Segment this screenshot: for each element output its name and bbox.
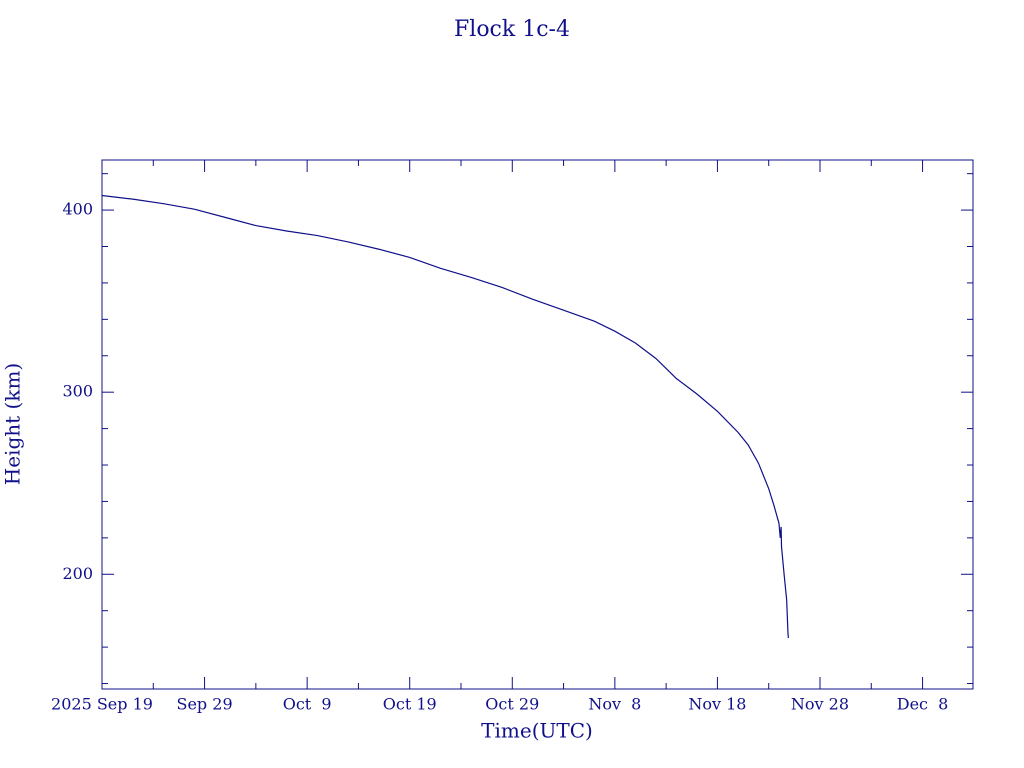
x-tick-label: Nov 8 — [588, 695, 641, 714]
x-axis-label: Time(UTC) — [481, 719, 593, 743]
x-tick-label: Oct 29 — [485, 695, 539, 714]
chart-title: Flock 1c-4 — [454, 17, 570, 42]
x-tick-label: Nov 28 — [791, 695, 849, 714]
y-tick-label: 400 — [62, 200, 93, 219]
x-tick-label: Sep 29 — [177, 695, 233, 714]
y-axis-label: Height (km) — [1, 363, 25, 485]
x-tick-label: Dec 8 — [897, 695, 949, 714]
x-tick-label: Oct 19 — [383, 695, 437, 714]
y-tick-label: 200 — [62, 564, 93, 583]
x-tick-label: Oct 9 — [283, 695, 332, 714]
y-tick-label: 300 — [62, 382, 93, 401]
data-line — [101, 194, 789, 639]
x-tick-label: Nov 18 — [688, 695, 746, 714]
x-tick-label: 2025 Sep 19 — [51, 695, 153, 714]
plot-frame — [101, 159, 974, 690]
